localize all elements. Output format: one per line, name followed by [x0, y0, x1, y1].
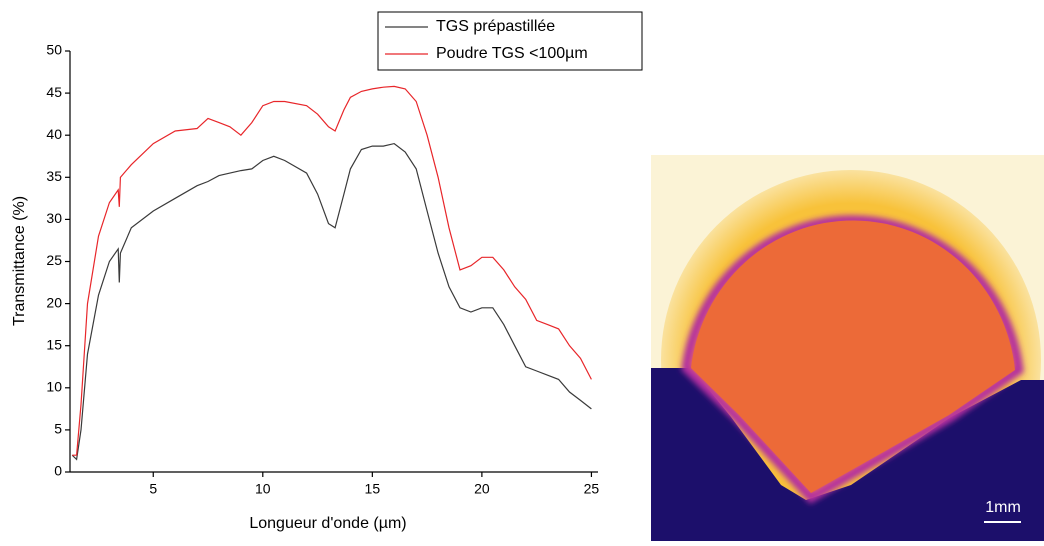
y-tick-label: 5: [54, 421, 62, 437]
y-tick-label: 50: [46, 42, 62, 58]
photo-substrate: [651, 368, 1044, 541]
y-tick-label: 0: [54, 463, 62, 479]
x-tick-label: 20: [474, 481, 490, 497]
photo: 1mm: [651, 155, 1044, 546]
x-tick-label: 25: [584, 481, 600, 497]
legend-box: [377, 11, 643, 71]
x-tick-label: 5: [149, 481, 157, 497]
y-tick-label: 20: [46, 294, 62, 310]
legend-label: TGS prépastillée: [436, 18, 555, 35]
x-tick-label: 15: [365, 481, 381, 497]
y-tick-label: 10: [46, 379, 62, 395]
y-tick-label: 25: [46, 252, 62, 268]
y-tick-label: 35: [46, 168, 62, 184]
y-tick-label: 40: [46, 126, 62, 142]
x-axis-label: Longueur d'onde (µm): [249, 515, 406, 532]
series-line: [72, 85, 592, 456]
y-tick-label: 15: [46, 336, 62, 352]
legend-label: Poudre TGS <100µm: [436, 45, 588, 62]
x-tick-label: 10: [255, 481, 271, 497]
series-line: [71, 142, 592, 461]
y-tick-label: 45: [46, 84, 62, 100]
scale-label: 1mm: [985, 499, 1021, 516]
y-axis-label: Transmittance (%): [11, 196, 28, 326]
y-tick-label: 30: [46, 210, 62, 226]
photo-sample-core: [691, 220, 1015, 493]
